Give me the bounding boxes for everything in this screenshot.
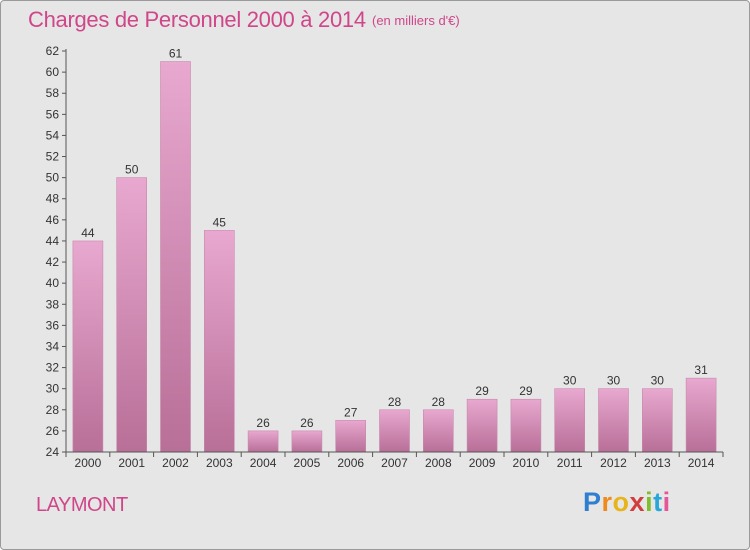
- y-tick-label: 46: [46, 213, 60, 227]
- bar-value-label: 45: [213, 215, 227, 229]
- logo-letter: r: [601, 487, 613, 517]
- y-tick-label: 62: [46, 44, 60, 58]
- bar-value-label: 26: [300, 416, 314, 430]
- bar: [641, 388, 673, 453]
- bar: [379, 409, 410, 453]
- bar: [160, 61, 191, 453]
- x-tick-label: 2014: [688, 456, 715, 470]
- y-tick-label: 32: [46, 361, 60, 375]
- chart-title: Charges de Personnel 2000 à 2014: [28, 7, 366, 32]
- y-tick-label: 38: [46, 297, 60, 311]
- bar-value-label: 30: [651, 374, 665, 388]
- x-tick-label: 2006: [337, 456, 364, 470]
- y-tick-label: 48: [46, 192, 60, 206]
- bar-value-label: 28: [432, 395, 446, 409]
- bar-value-label: 50: [125, 163, 139, 177]
- y-tick-label: 42: [46, 255, 60, 269]
- x-tick-label: 2008: [425, 456, 452, 470]
- bar-value-label: 29: [519, 384, 533, 398]
- bar: [291, 430, 323, 453]
- x-tick-label: 2009: [469, 456, 496, 470]
- bar-value-label: 27: [344, 405, 358, 419]
- y-tick-label: 52: [46, 150, 60, 164]
- x-axis: 2000 2001 2002 2003 2004 2005 2006 2007 2008 2009…: [65, 451, 724, 470]
- x-tick-label: 2012: [600, 456, 627, 470]
- y-tick-label: 40: [46, 276, 60, 290]
- y-tick-label: 24: [46, 445, 60, 459]
- y-tick-label: 34: [46, 339, 60, 353]
- x-tick-label: 2013: [644, 456, 671, 470]
- y-tick-label: 28: [46, 403, 60, 417]
- y-tick-label: 30: [46, 382, 60, 396]
- logo-letter: x: [629, 487, 646, 517]
- y-axis: 24 26 28 30 32 34 36 38 40 42 44 46 48 50 52 54 56 58 60 62: [46, 44, 67, 459]
- bar: [598, 388, 629, 453]
- chart-subtitle: (en milliers d'€): [372, 13, 460, 28]
- bar: [116, 177, 147, 453]
- logo-letter: i: [645, 487, 654, 517]
- logo-letter: P: [583, 487, 602, 517]
- y-tick-label: 44: [46, 234, 60, 248]
- y-tick-label: 54: [46, 128, 60, 142]
- proxiti-logo[interactable]: Proxiti: [583, 487, 671, 518]
- bar-value-label: 61: [169, 47, 183, 61]
- x-tick-label: 2005: [294, 456, 321, 470]
- x-tick-label: 2004: [250, 456, 277, 470]
- x-tick-label: 2011: [557, 456, 583, 470]
- x-tick-label: 2003: [206, 456, 233, 470]
- y-tick-label: 26: [46, 424, 60, 438]
- x-tick-label: 2007: [381, 456, 408, 470]
- bar: [554, 388, 586, 453]
- bar: [685, 377, 717, 453]
- y-tick-label: 58: [46, 86, 60, 100]
- bar-value-label: 26: [256, 416, 270, 430]
- bar-value-label: 30: [607, 374, 621, 388]
- bar: [335, 420, 367, 453]
- x-tick-label: 2000: [75, 456, 102, 470]
- bar-value-label: 31: [694, 363, 708, 377]
- y-tick-label: 50: [46, 171, 60, 185]
- bar: [510, 398, 542, 453]
- x-tick-label: 2002: [162, 456, 189, 470]
- bar-value-label: 30: [563, 374, 577, 388]
- x-tick-label: 2010: [513, 456, 540, 470]
- y-tick-label: 56: [46, 107, 60, 121]
- bar-value-label: 44: [81, 226, 95, 240]
- logo-letter: i: [662, 487, 671, 517]
- y-tick-label: 60: [46, 65, 60, 79]
- bar: [422, 409, 454, 453]
- logo-letter: t: [653, 487, 663, 517]
- x-tick-label: 2001: [118, 456, 145, 470]
- commune-name: LAYMONT: [36, 494, 128, 516]
- bars: 44 50 61 45 26 26 27 28 28 29 29 30 30 30 31: [72, 47, 717, 453]
- bar: [204, 230, 235, 453]
- bar: [72, 240, 104, 453]
- bar: [466, 398, 498, 453]
- bar-value-label: 28: [388, 395, 402, 409]
- bar: [247, 430, 279, 453]
- logo-letter: o: [612, 487, 630, 517]
- bar-value-label: 29: [475, 384, 489, 398]
- y-tick-label: 36: [46, 318, 60, 332]
